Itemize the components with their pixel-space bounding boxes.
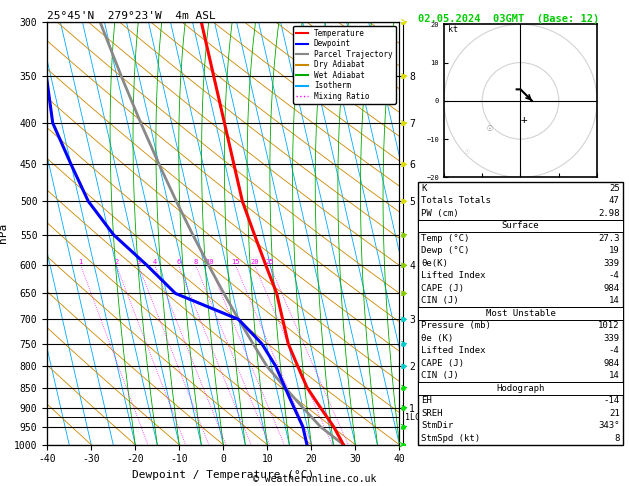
Text: ☉: ☉ xyxy=(464,147,469,156)
Text: 2: 2 xyxy=(114,260,118,265)
Text: kt: kt xyxy=(448,25,458,34)
Text: EH: EH xyxy=(421,397,432,405)
Text: 339: 339 xyxy=(603,334,620,343)
Text: θe(K): θe(K) xyxy=(421,259,448,268)
Text: 27.3: 27.3 xyxy=(598,234,620,243)
Text: Temp (°C): Temp (°C) xyxy=(421,234,470,243)
Y-axis label: hPa: hPa xyxy=(0,223,8,243)
Text: 343°: 343° xyxy=(598,421,620,431)
Text: © weatheronline.co.uk: © weatheronline.co.uk xyxy=(253,473,376,484)
Text: K: K xyxy=(421,184,427,193)
Y-axis label: km
ASL: km ASL xyxy=(431,233,449,255)
Text: StmDir: StmDir xyxy=(421,421,454,431)
Text: 1LCL: 1LCL xyxy=(404,413,425,422)
Text: 8: 8 xyxy=(614,434,620,443)
Text: -4: -4 xyxy=(609,272,620,280)
Text: 19: 19 xyxy=(609,246,620,256)
Text: Mixing Ratio (g/kg): Mixing Ratio (g/kg) xyxy=(423,186,432,281)
Text: 47: 47 xyxy=(609,196,620,206)
Text: 4: 4 xyxy=(152,260,157,265)
Text: CAPE (J): CAPE (J) xyxy=(421,284,464,293)
Text: 6: 6 xyxy=(176,260,181,265)
Text: 984: 984 xyxy=(603,359,620,368)
Text: 1: 1 xyxy=(79,260,83,265)
Text: 02.05.2024  03GMT  (Base: 12): 02.05.2024 03GMT (Base: 12) xyxy=(418,14,599,24)
Text: 21: 21 xyxy=(609,409,620,418)
Text: 339: 339 xyxy=(603,259,620,268)
Text: Pressure (mb): Pressure (mb) xyxy=(421,321,491,330)
Text: Surface: Surface xyxy=(502,222,539,230)
Text: 3: 3 xyxy=(136,260,140,265)
Text: 10: 10 xyxy=(205,260,214,265)
Text: θe (K): θe (K) xyxy=(421,334,454,343)
Text: 2.98: 2.98 xyxy=(598,209,620,218)
Text: ☉: ☉ xyxy=(487,123,493,134)
Text: 25: 25 xyxy=(265,260,274,265)
Text: 20: 20 xyxy=(250,260,259,265)
Text: CAPE (J): CAPE (J) xyxy=(421,359,464,368)
Text: -14: -14 xyxy=(603,397,620,405)
Text: SREH: SREH xyxy=(421,409,443,418)
Text: +: + xyxy=(521,115,528,125)
Text: Lifted Index: Lifted Index xyxy=(421,347,486,355)
Text: 8: 8 xyxy=(194,260,198,265)
Text: 25°45'N  279°23'W  4m ASL: 25°45'N 279°23'W 4m ASL xyxy=(47,11,216,21)
Text: -4: -4 xyxy=(609,347,620,355)
Text: 984: 984 xyxy=(603,284,620,293)
Text: 15: 15 xyxy=(231,260,240,265)
Text: Totals Totals: Totals Totals xyxy=(421,196,491,206)
Text: CIN (J): CIN (J) xyxy=(421,296,459,306)
Text: Dewp (°C): Dewp (°C) xyxy=(421,246,470,256)
Legend: Temperature, Dewpoint, Parcel Trajectory, Dry Adiabat, Wet Adiabat, Isotherm, Mi: Temperature, Dewpoint, Parcel Trajectory… xyxy=(293,26,396,104)
Text: 25: 25 xyxy=(609,184,620,193)
X-axis label: Dewpoint / Temperature (°C): Dewpoint / Temperature (°C) xyxy=(132,470,314,480)
Text: PW (cm): PW (cm) xyxy=(421,209,459,218)
Text: Lifted Index: Lifted Index xyxy=(421,272,486,280)
Text: 14: 14 xyxy=(609,371,620,381)
Text: 1012: 1012 xyxy=(598,321,620,330)
Text: CIN (J): CIN (J) xyxy=(421,371,459,381)
Text: Most Unstable: Most Unstable xyxy=(486,309,555,318)
Text: 14: 14 xyxy=(609,296,620,306)
Text: Hodograph: Hodograph xyxy=(496,384,545,393)
Text: StmSpd (kt): StmSpd (kt) xyxy=(421,434,481,443)
